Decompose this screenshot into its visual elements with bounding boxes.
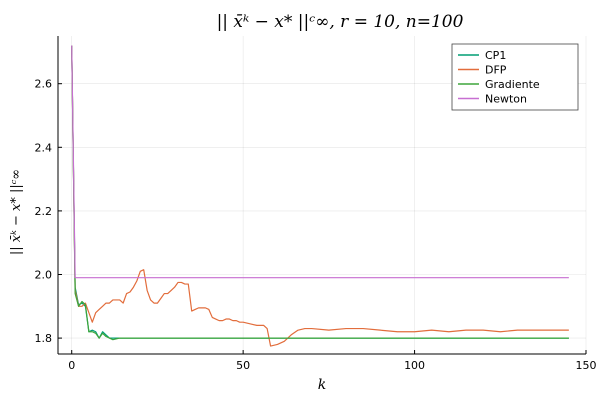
legend-label-gradiente: Gradiente	[485, 78, 540, 91]
y-tick-label: 2.2	[35, 205, 53, 218]
x-axis-label: k	[318, 377, 326, 393]
y-axis-label: || x̄ᵏ − x* ||ᶜ∞	[9, 169, 24, 255]
chart-title: || x̄ᵏ − x* ||ᶜ∞, r = 10, n=100	[217, 12, 464, 32]
legend-label-cp1: CP1	[485, 49, 506, 62]
legend-label-newton: Newton	[485, 93, 527, 106]
series-lines	[71, 45, 569, 347]
series-line-gradiente	[71, 45, 569, 341]
legend-label-dfp: DFP	[485, 64, 507, 77]
series-line-newton	[71, 45, 569, 279]
x-tick-label: 0	[68, 359, 75, 372]
y-tick-label: 2.4	[35, 141, 53, 154]
x-tick-label: 100	[404, 359, 425, 372]
x-tick-label: 50	[236, 359, 250, 372]
y-tick-label: 2.6	[35, 78, 53, 91]
x-tick-label: 150	[576, 359, 597, 372]
axes: 0 50 100 150 1.8 2.0 2.2 2.4 2.6	[35, 36, 597, 372]
y-tick-label: 1.8	[35, 332, 53, 345]
series-line-dfp	[71, 45, 569, 347]
y-tick-label: 2.0	[35, 269, 53, 282]
